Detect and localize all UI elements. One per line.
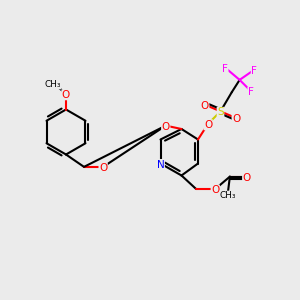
Text: F: F	[248, 87, 254, 97]
Text: CH₃: CH₃	[219, 191, 236, 200]
Text: CH₃: CH₃	[44, 80, 61, 89]
Text: O: O	[62, 90, 70, 100]
Text: O: O	[99, 163, 107, 173]
Text: O: O	[232, 114, 240, 124]
Text: O: O	[201, 100, 209, 111]
Text: F: F	[222, 64, 228, 74]
Text: S: S	[217, 107, 224, 117]
Text: O: O	[243, 172, 251, 183]
Text: F: F	[251, 66, 257, 76]
Text: O: O	[162, 122, 170, 132]
Text: N: N	[157, 160, 164, 170]
Text: O: O	[204, 120, 212, 130]
Text: O: O	[211, 185, 219, 195]
